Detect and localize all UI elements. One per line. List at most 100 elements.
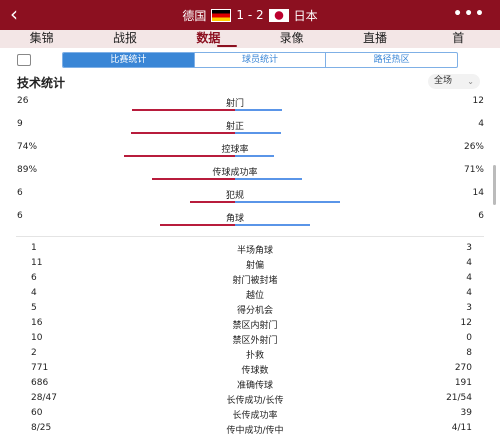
active-tab-indicator <box>217 45 237 47</box>
tab-replay[interactable]: 录像 <box>279 31 304 45</box>
home-value: 74% <box>17 142 38 152</box>
home-value: 5 <box>31 303 37 313</box>
home-bar <box>160 224 235 226</box>
tab-data[interactable]: 数据 <box>196 31 221 45</box>
home-value: 10 <box>31 333 43 343</box>
table-row: 1 半场角球 3 <box>0 240 500 257</box>
table-row: 2 扑救 8 <box>0 345 500 362</box>
japan-flag-icon <box>268 8 289 22</box>
home-value: 1 <box>31 243 37 253</box>
stat-label: 扑救 <box>245 351 264 361</box>
tab-live[interactable]: 直播 <box>362 31 387 45</box>
home-bar <box>124 155 235 157</box>
home-value: 6 <box>17 188 23 198</box>
stat-label: 禁区内射门 <box>232 321 278 331</box>
match-score: 1 - 2 <box>236 8 264 22</box>
table-row: 16 禁区内射门 12 <box>0 315 500 332</box>
home-value: 6 <box>17 211 23 221</box>
away-value: 71% <box>463 165 484 175</box>
home-bar <box>152 178 235 180</box>
home-bar <box>132 109 235 111</box>
stat-label: 控球率 <box>221 145 249 155</box>
subtab-player-stats[interactable]: 球员统计 <box>193 53 326 67</box>
home-bar <box>131 132 235 134</box>
away-bar <box>235 178 302 180</box>
lineup-icon[interactable] <box>17 54 31 66</box>
match-header: ‹ 德国 1 - 2 日本 ••• <box>0 0 500 30</box>
stat-label: 射正 <box>225 122 244 132</box>
home-value: 6 <box>31 273 37 283</box>
away-bar <box>235 132 281 134</box>
germany-flag-icon <box>211 8 232 22</box>
away-value: 21/54 <box>446 393 472 403</box>
away-value: 12 <box>460 318 472 328</box>
stat-bar-row: 6 角球 6 <box>0 211 500 234</box>
subtab-group: 比赛统计 球员统计 路径热区 <box>62 52 458 68</box>
home-value: 28/47 <box>31 393 57 403</box>
away-value: 6 <box>478 211 484 221</box>
stat-label: 长传成功/长传 <box>226 396 284 406</box>
away-value: 4 <box>478 119 484 129</box>
home-value: 60 <box>31 408 43 418</box>
chevron-down-icon: ⌄ <box>467 77 474 86</box>
back-arrow-icon[interactable]: ‹ <box>10 2 18 26</box>
subtab-heat-map[interactable]: 路径热区 <box>325 53 457 67</box>
away-bar <box>235 155 274 157</box>
table-row: 771 传球数 270 <box>0 360 500 377</box>
more-dots-icon[interactable]: ••• <box>453 6 486 22</box>
away-value: 14 <box>472 188 484 198</box>
table-row: 11 射偏 4 <box>0 255 500 272</box>
stat-label: 禁区外射门 <box>232 336 278 346</box>
away-value: 39 <box>460 408 472 418</box>
match-summary: 德国 1 - 2 日本 <box>0 0 500 30</box>
section-title: 技术统计 <box>17 76 66 90</box>
away-value: 26% <box>463 142 484 152</box>
away-value: 12 <box>472 96 484 106</box>
scrollbar[interactable] <box>493 165 496 205</box>
tab-highlights[interactable]: 集锦 <box>29 31 54 45</box>
period-filter-label: 全场 <box>434 76 453 86</box>
away-value: 3 <box>466 303 472 313</box>
tab-first[interactable]: 首 <box>452 31 465 45</box>
stat-bar-row: 89% 传球成功率 71% <box>0 165 500 188</box>
away-value: 4 <box>466 258 472 268</box>
away-value: 4 <box>466 273 472 283</box>
stat-label: 射门 <box>225 99 244 109</box>
away-value: 270 <box>454 363 472 373</box>
stat-label: 越位 <box>245 291 264 301</box>
stat-label: 传球数 <box>241 366 269 376</box>
stat-label: 射偏 <box>245 261 264 271</box>
subtab-match-stats[interactable]: 比赛统计 <box>63 53 194 67</box>
table-row: 4 越位 4 <box>0 285 500 302</box>
home-team-name: 德国 <box>182 8 207 23</box>
home-value: 9 <box>17 119 23 129</box>
home-value: 26 <box>17 96 29 106</box>
stat-bar-row: 74% 控球率 26% <box>0 142 500 165</box>
top-tabs: 集锦 战报 数据 录像 直播 首 <box>0 30 500 48</box>
home-value: 16 <box>31 318 43 328</box>
section-divider <box>16 236 484 237</box>
tab-report[interactable]: 战报 <box>112 31 137 45</box>
away-value: 4/11 <box>451 423 472 433</box>
table-row: 28/47 长传成功/长传 21/54 <box>0 390 500 407</box>
away-bar <box>235 201 340 203</box>
stat-bar-row: 6 犯规 14 <box>0 188 500 211</box>
away-value: 8 <box>466 348 472 358</box>
home-value: 4 <box>31 288 37 298</box>
stat-label: 长传成功率 <box>232 411 278 421</box>
period-filter[interactable]: 全场 ⌄ <box>428 74 480 89</box>
home-value: 11 <box>31 258 43 268</box>
away-value: 191 <box>454 378 472 388</box>
away-value: 3 <box>466 243 472 253</box>
away-value: 4 <box>466 288 472 298</box>
table-row: 60 长传成功率 39 <box>0 405 500 422</box>
stat-label: 传球成功率 <box>212 168 258 178</box>
home-value: 89% <box>17 165 38 175</box>
stat-label: 角球 <box>225 214 244 224</box>
home-value: 771 <box>31 363 49 373</box>
home-value: 686 <box>31 378 49 388</box>
stat-bar-row: 26 射门 12 <box>0 96 500 119</box>
stat-label: 半场角球 <box>236 246 273 256</box>
table-row: 5 得分机会 3 <box>0 300 500 317</box>
away-bar <box>235 224 310 226</box>
